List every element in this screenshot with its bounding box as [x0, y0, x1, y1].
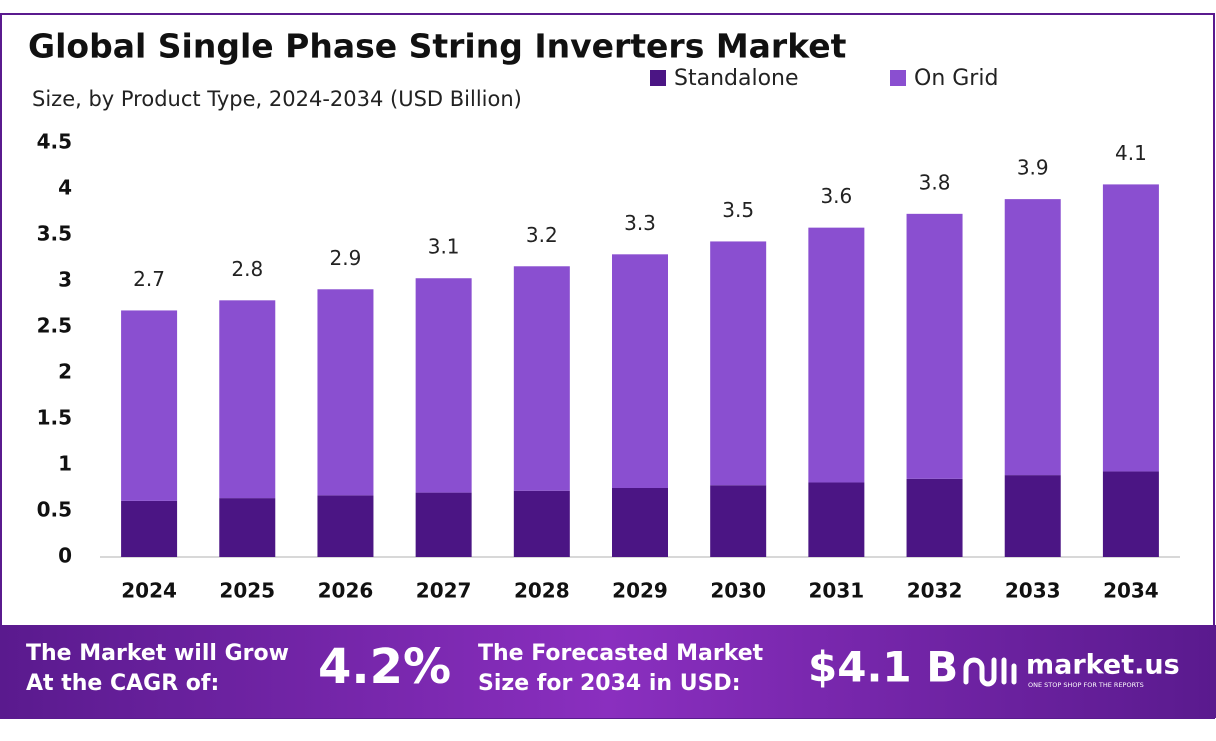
- y-tick-label: 4: [58, 176, 72, 200]
- bar-segment: [710, 485, 767, 557]
- bar-segment: [513, 266, 570, 491]
- bar-segment: [1004, 475, 1061, 557]
- bar-segment: [906, 213, 963, 479]
- bar-segment: [1102, 184, 1159, 472]
- y-tick-label: 1: [58, 452, 72, 476]
- bar-segment: [612, 488, 668, 557]
- total-label: 3.8: [919, 170, 951, 194]
- bar-segment: [415, 492, 472, 557]
- bar-segment: [121, 310, 178, 501]
- bar-segment: [612, 254, 668, 488]
- legend-swatch: [890, 70, 906, 86]
- y-tick-label: 3: [58, 268, 72, 292]
- y-tick-label: 0: [58, 544, 72, 568]
- y-tick-label: 4.5: [37, 130, 72, 154]
- bar-segment: [1102, 471, 1159, 557]
- bar-segment: [513, 490, 570, 557]
- total-label: 4.1: [1115, 141, 1147, 165]
- footer-size: $4.1 B: [808, 643, 958, 692]
- total-label: 3.5: [722, 198, 754, 222]
- total-label: 3.1: [428, 235, 460, 259]
- x-tick-label: 2025: [219, 579, 275, 603]
- x-tick-label: 2024: [121, 579, 177, 603]
- x-tick-label: 2030: [710, 579, 766, 603]
- brand-logo: [963, 657, 1017, 687]
- y-tick-label: 0.5: [37, 498, 72, 522]
- total-label: 2.8: [231, 257, 263, 281]
- bar-segment: [808, 227, 865, 483]
- legend-label: Standalone: [674, 66, 799, 91]
- x-tick-label: 2026: [318, 579, 374, 603]
- bar-segment: [1004, 199, 1061, 476]
- x-tick-label: 2029: [612, 579, 668, 603]
- legend-swatch: [650, 70, 666, 86]
- footer-text: Size for 2034 in USD:: [478, 671, 741, 696]
- brand-name: market.us: [1026, 650, 1180, 681]
- y-tick-label: 2.5: [37, 314, 72, 338]
- x-tick-label: 2028: [514, 579, 570, 603]
- bar-segment: [808, 482, 865, 557]
- total-label: 3.9: [1017, 156, 1049, 180]
- x-tick-label: 2034: [1103, 579, 1159, 603]
- footer-cagr: 4.2%: [318, 639, 451, 695]
- y-tick-label: 1.5: [37, 406, 72, 430]
- y-tick-label: 2: [58, 360, 72, 384]
- x-tick-label: 2031: [809, 579, 865, 603]
- chart-title: Global Single Phase String Inverters Mar…: [28, 27, 847, 66]
- bar-segment: [415, 278, 472, 493]
- footer-text: At the CAGR of:: [26, 671, 219, 696]
- legend-label: On Grid: [914, 66, 998, 91]
- bar-segment: [121, 500, 178, 557]
- bar-segment: [317, 495, 374, 557]
- x-tick-label: 2033: [1005, 579, 1061, 603]
- total-label: 3.2: [526, 223, 558, 247]
- bar-segment: [710, 241, 767, 486]
- x-tick-label: 2027: [416, 579, 472, 603]
- bar-segment: [219, 300, 276, 499]
- brand-tagline: ONE STOP SHOP FOR THE REPORTS: [1028, 681, 1144, 689]
- chart-subtitle: Size, by Product Type, 2024-2034 (USD Bi…: [32, 87, 522, 111]
- total-label: 2.7: [133, 267, 165, 291]
- x-tick-label: 2032: [907, 579, 963, 603]
- bar-segment: [317, 289, 374, 496]
- total-label: 3.3: [624, 211, 656, 235]
- bar-segment: [219, 498, 276, 557]
- y-tick-label: 3.5: [37, 222, 72, 246]
- bar-segment: [906, 478, 963, 557]
- footer-text: The Market will Grow: [26, 641, 289, 666]
- total-label: 3.6: [820, 184, 852, 208]
- total-label: 2.9: [330, 246, 362, 270]
- footer-text: The Forecasted Market: [478, 641, 764, 666]
